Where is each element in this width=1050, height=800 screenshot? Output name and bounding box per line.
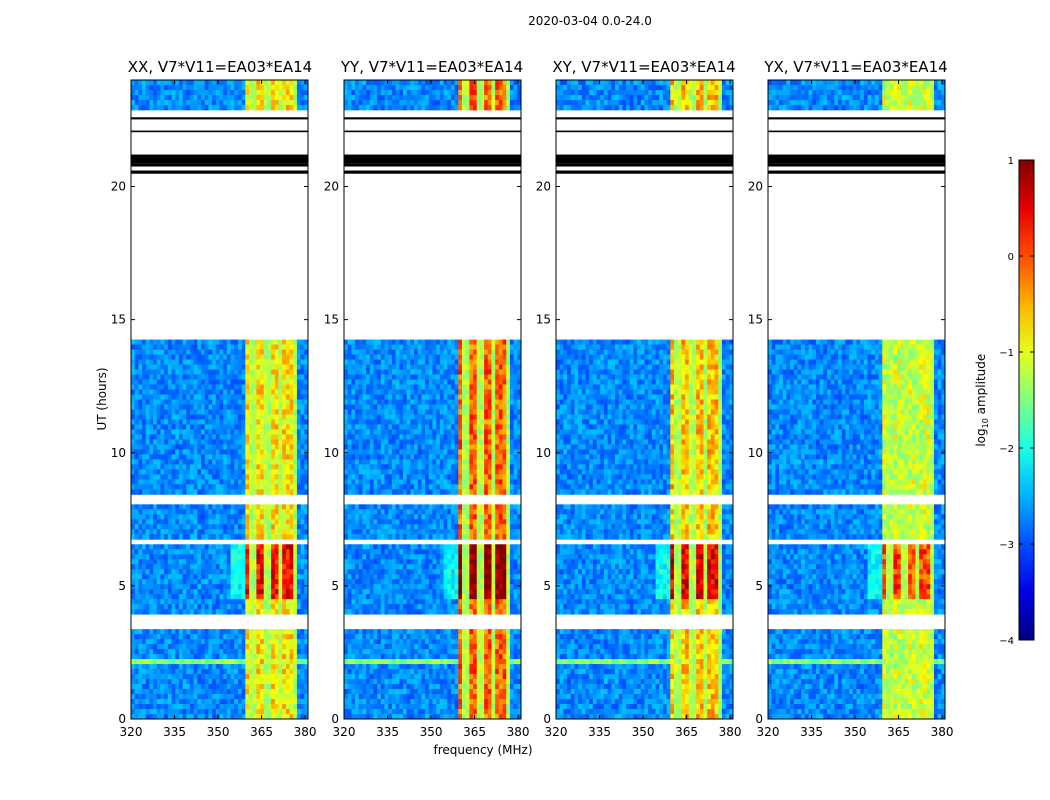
x-tick-label: 320 <box>757 725 780 739</box>
x-tick-label: 365 <box>250 725 273 739</box>
panel-frame <box>767 79 946 720</box>
panel-title-xx: XX, V7*V11=EA03*EA14 <box>127 58 313 76</box>
colorbar-tick-label: −4 <box>999 636 1014 647</box>
y-tick-label: 5 <box>331 579 339 593</box>
panel-title-yy: YY, V7*V11=EA03*EA14 <box>340 58 524 76</box>
figure-title: 2020-03-04 0.0-24.0 <box>528 14 652 28</box>
y-tick-label: 5 <box>118 579 126 593</box>
panel-ticks: 320 335 350 365 380 0 5 10 15 20 <box>536 80 742 739</box>
x-tick-label: 335 <box>163 725 186 739</box>
y-tick-label: 0 <box>755 712 763 726</box>
colorbar-label-sub: 10 <box>981 418 991 429</box>
y-tick-label: 15 <box>111 313 126 327</box>
x-tick-label: 350 <box>420 725 443 739</box>
y-tick-label: 10 <box>748 446 763 460</box>
y-tick-label: 20 <box>111 180 126 194</box>
colorbar-tick-label: 0 <box>1008 252 1014 263</box>
colorbar-tick-label: −1 <box>999 348 1014 359</box>
panel-0: 320 335 350 365 380 0 5 10 15 20 <box>111 79 317 739</box>
x-tick-label: 335 <box>376 725 399 739</box>
x-tick-label: 335 <box>588 725 611 739</box>
y-tick-label: 0 <box>543 712 551 726</box>
x-tick-label: 365 <box>463 725 486 739</box>
panel-1: 320 335 350 365 380 0 5 10 15 20 <box>324 79 530 739</box>
x-tick-label: 350 <box>632 725 655 739</box>
x-axis-label: frequency (MHz) <box>433 743 533 757</box>
panel-title-yx: YX, V7*V11=EA03*EA14 <box>764 58 948 76</box>
y-tick-label: 0 <box>118 712 126 726</box>
y-axis-label: UT (hours) <box>95 367 109 431</box>
dynamic-spectrum-image <box>768 80 946 720</box>
flag-stripes <box>131 117 308 174</box>
colorbar-tick-label: −2 <box>999 444 1014 455</box>
colorbar-gradient <box>1018 159 1035 641</box>
dynamic-spectrum-image <box>131 80 309 720</box>
panel-ticks: 320 335 350 365 380 0 5 10 15 20 <box>324 80 530 739</box>
y-tick-label: 15 <box>324 313 339 327</box>
y-tick-label: 20 <box>324 180 339 194</box>
y-tick-label: 20 <box>748 180 763 194</box>
flag-stripes <box>556 117 733 174</box>
panel-ticks: 320 335 350 365 380 0 5 10 15 20 <box>748 80 954 739</box>
colorbar-label-rest: amplitude <box>973 353 988 419</box>
colorbar-label-base: log <box>973 428 988 447</box>
y-tick-label: 15 <box>536 313 551 327</box>
x-tick-label: 365 <box>675 725 698 739</box>
y-tick-label: 5 <box>543 579 551 593</box>
panel-frame <box>555 79 734 720</box>
panel-title-xy: XY, V7*V11=EA03*EA14 <box>552 58 736 76</box>
colorbar-tick-label: 1 <box>1008 156 1014 167</box>
y-tick-label: 10 <box>111 446 126 460</box>
x-tick-label: 380 <box>507 725 530 739</box>
x-tick-label: 320 <box>545 725 568 739</box>
y-tick-label: 0 <box>331 712 339 726</box>
x-tick-label: 380 <box>931 725 954 739</box>
colorbar-label: log10 amplitude <box>974 340 990 460</box>
flag-stripes <box>344 117 521 174</box>
panel-ticks: 320 335 350 365 380 0 5 10 15 20 <box>111 80 317 739</box>
dynamic-spectrum-image <box>556 80 734 720</box>
y-tick-label: 15 <box>748 313 763 327</box>
x-tick-label: 335 <box>800 725 823 739</box>
y-tick-label: 10 <box>536 446 551 460</box>
colorbar-tick-label: −3 <box>999 540 1014 551</box>
flag-stripes <box>768 117 945 174</box>
panel-frame <box>343 79 522 720</box>
panels-layer: 320 335 350 365 380 0 5 10 15 20 320 335 350 365 380 0 5… <box>111 79 954 739</box>
panel-3: 320 335 350 365 380 0 5 10 15 20 <box>748 79 954 739</box>
panel-2: 320 335 350 365 380 0 5 10 15 20 <box>536 79 742 739</box>
x-tick-label: 380 <box>719 725 742 739</box>
dynamic-spectrum-image <box>344 80 522 720</box>
y-tick-label: 5 <box>755 579 763 593</box>
y-tick-label: 20 <box>536 180 551 194</box>
x-tick-label: 320 <box>333 725 356 739</box>
colorbar: −4 −3 −2 −1 0 1 <box>999 156 1035 647</box>
x-tick-label: 350 <box>207 725 230 739</box>
panel-frame <box>130 79 309 720</box>
x-tick-label: 380 <box>294 725 317 739</box>
x-tick-label: 365 <box>887 725 910 739</box>
y-tick-label: 10 <box>324 446 339 460</box>
x-tick-label: 350 <box>844 725 867 739</box>
x-tick-label: 320 <box>120 725 143 739</box>
